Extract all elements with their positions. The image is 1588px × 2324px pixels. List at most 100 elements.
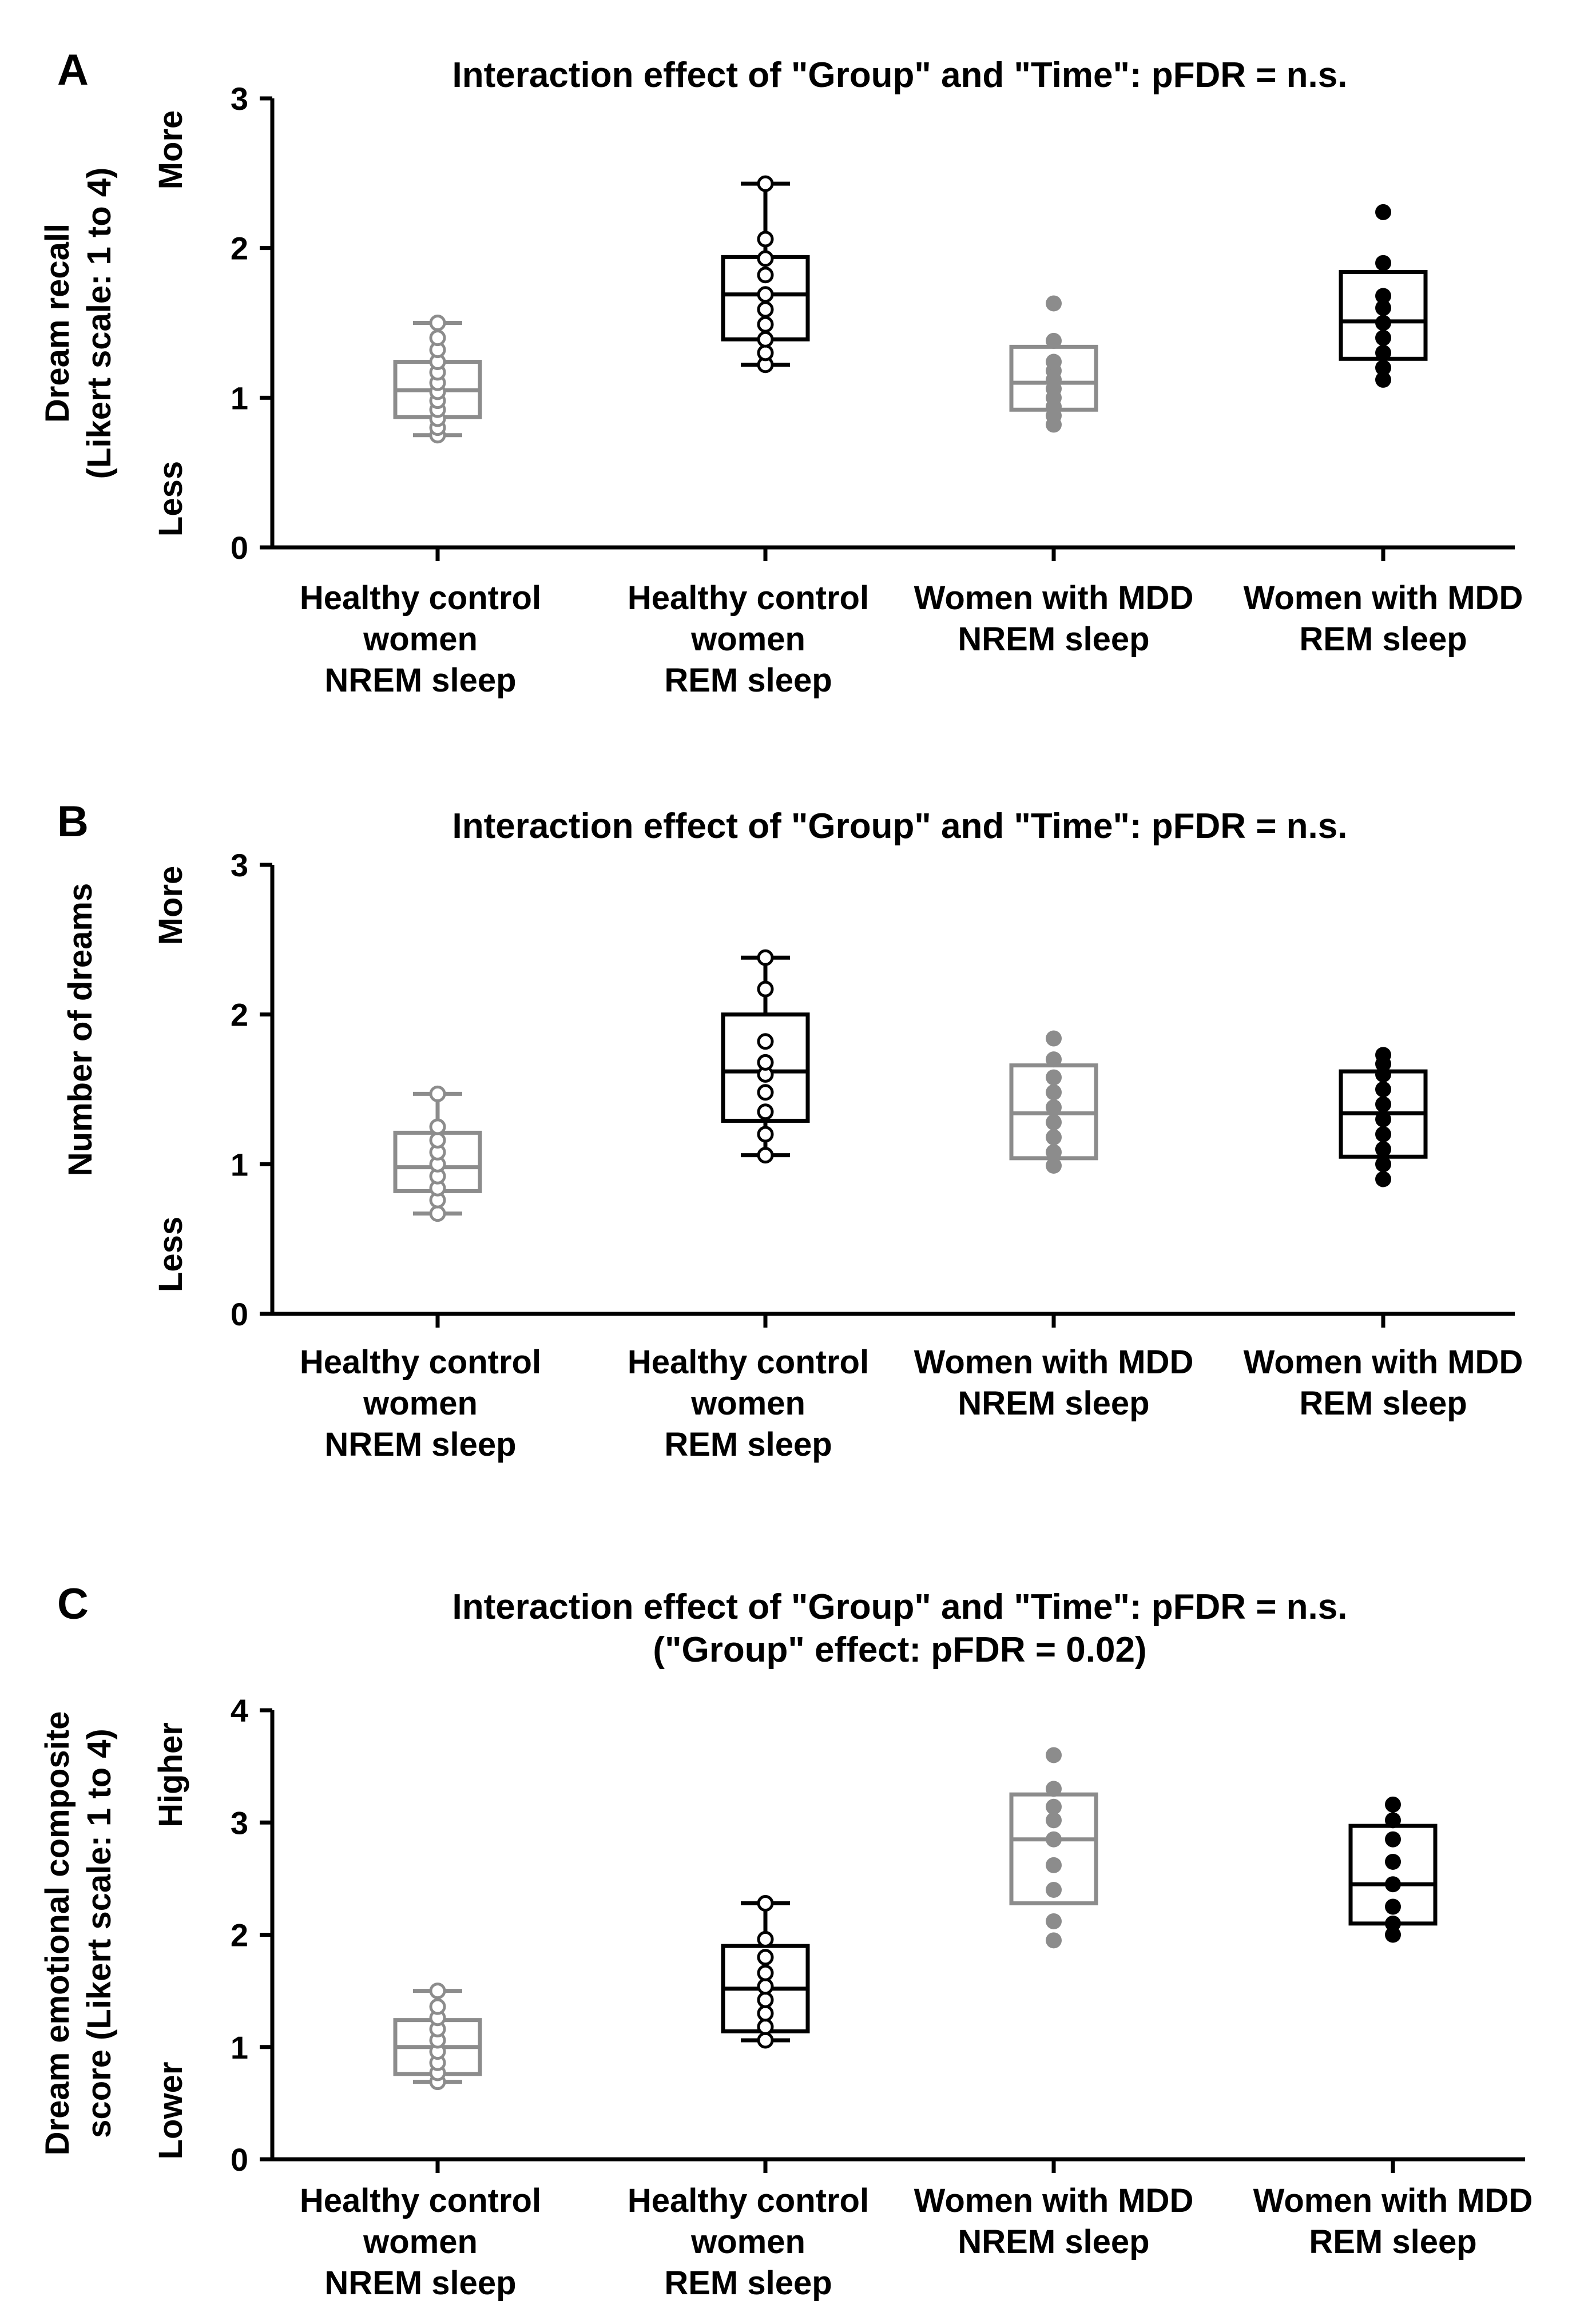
data-point (1375, 1047, 1391, 1063)
data-point (1046, 1144, 1062, 1161)
x-tick-label: NREM sleep (324, 1426, 516, 1463)
y-tick-label: 0 (231, 2142, 248, 2178)
x-tick-label: REM sleep (664, 662, 832, 699)
axis-side-label-bottom: Less (152, 1217, 189, 1292)
series-4 (1348, 1796, 1438, 1943)
y-tick-label: 3 (231, 1805, 248, 1841)
data-point (429, 1131, 446, 1149)
series-3 (1009, 295, 1098, 433)
data-point (1385, 1876, 1401, 1893)
series-4 (1339, 204, 1428, 388)
y-axis-label: Dream recall (39, 224, 76, 423)
data-point (757, 1949, 774, 1966)
data-point (1375, 1126, 1391, 1142)
x-tick-label: Women with MDD (914, 2182, 1194, 2219)
y-tick-label: 1 (231, 380, 248, 416)
data-point (429, 1205, 446, 1222)
y-tick-label: 2 (231, 231, 248, 267)
y-axis-label: Number of dreams (62, 883, 99, 1176)
data-point (1385, 1926, 1401, 1943)
axis-side-label-bottom: Lower (152, 2062, 189, 2160)
data-point (1375, 360, 1391, 376)
data-point (1385, 1915, 1401, 1932)
y-tick-label: 1 (231, 2029, 248, 2065)
y-tick-label: 2 (231, 997, 248, 1033)
data-point (757, 1978, 774, 1995)
data-point (1375, 255, 1391, 271)
data-point (1046, 1129, 1062, 1146)
panel-label: C (57, 1580, 89, 1628)
y-axis-label: score (Likert scale: 1 to 4) (81, 1729, 118, 2138)
data-point (1046, 332, 1062, 349)
x-tick-label: women (363, 621, 478, 658)
x-tick-label: NREM sleep (324, 2265, 516, 2302)
panel-b: B Interaction effect of "Group" and "Time… (57, 797, 1523, 1463)
y-tick-label: 4 (231, 1693, 248, 1729)
box (721, 1012, 810, 1123)
series-4 (1339, 1047, 1428, 1187)
data-point (1375, 315, 1391, 331)
chart-title: ("Group" effect: pFDR = 0.02) (653, 1630, 1146, 1670)
data-point (1046, 1099, 1062, 1115)
data-point (757, 286, 774, 303)
data-point (1385, 1898, 1401, 1915)
data-point (429, 1118, 446, 1135)
panel-label: A (57, 46, 89, 94)
data-point (1375, 300, 1391, 316)
data-point (757, 1147, 774, 1164)
y-tick-label: 0 (231, 1296, 248, 1332)
data-point (757, 231, 774, 248)
axis-side-label-top: Higher (152, 1722, 189, 1828)
y-tick-label: 1 (231, 1146, 248, 1182)
data-point (757, 1103, 774, 1121)
data-point (1046, 1913, 1062, 1929)
data-point (1375, 288, 1391, 304)
data-point (1046, 1798, 1062, 1815)
x-tick-label: Healthy control (628, 579, 869, 617)
x-tick-label: NREM sleep (958, 1385, 1149, 1422)
data-point (757, 331, 774, 348)
data-point (1375, 344, 1391, 361)
panel-c: C Interaction effect of "Group" and "Time… (39, 1580, 1533, 2302)
data-point (757, 1964, 774, 1981)
data-point (757, 344, 774, 361)
x-tick-label: NREM sleep (324, 662, 516, 699)
x-tick-label: women (690, 621, 805, 658)
data-point (757, 316, 774, 333)
data-point (1046, 353, 1062, 370)
series-3 (1009, 1747, 1098, 1949)
data-point (757, 1084, 774, 1101)
x-tick-label: Women with MDD (1244, 1344, 1523, 1381)
y-tick-label: 3 (231, 81, 248, 117)
y-tick-label: 3 (231, 847, 248, 883)
chart-title: Interaction effect of "Group" and "Time"… (452, 1587, 1348, 1627)
data-point (1046, 1747, 1062, 1763)
x-tick-label: Healthy control (300, 2182, 541, 2219)
series-2 (721, 175, 810, 374)
data-point (1046, 1051, 1062, 1068)
y-tick-label: 0 (231, 530, 248, 566)
data-point (1385, 1812, 1401, 1829)
data-point (1375, 1081, 1391, 1098)
data-point (429, 1998, 446, 2015)
data-point (1385, 1831, 1401, 1848)
data-point (757, 949, 774, 966)
data-point (429, 1085, 446, 1102)
x-tick-label: women (363, 2223, 478, 2261)
series-1 (393, 315, 482, 444)
data-point (1046, 1157, 1062, 1174)
x-tick-label: Women with MDD (914, 579, 1194, 617)
x-tick-label: Healthy control (300, 1344, 541, 1381)
data-point (757, 267, 774, 284)
x-tick-label: REM sleep (1309, 2223, 1476, 2261)
x-tick-label: Women with MDD (914, 1344, 1194, 1381)
x-tick-label: Women with MDD (1244, 579, 1523, 617)
data-point (1046, 1084, 1062, 1101)
data-point (1046, 1882, 1062, 1898)
x-tick-label: women (363, 1385, 478, 1422)
series-1 (393, 1983, 482, 2091)
data-point (1375, 1141, 1391, 1158)
data-point (429, 315, 446, 331)
data-point (757, 250, 774, 267)
